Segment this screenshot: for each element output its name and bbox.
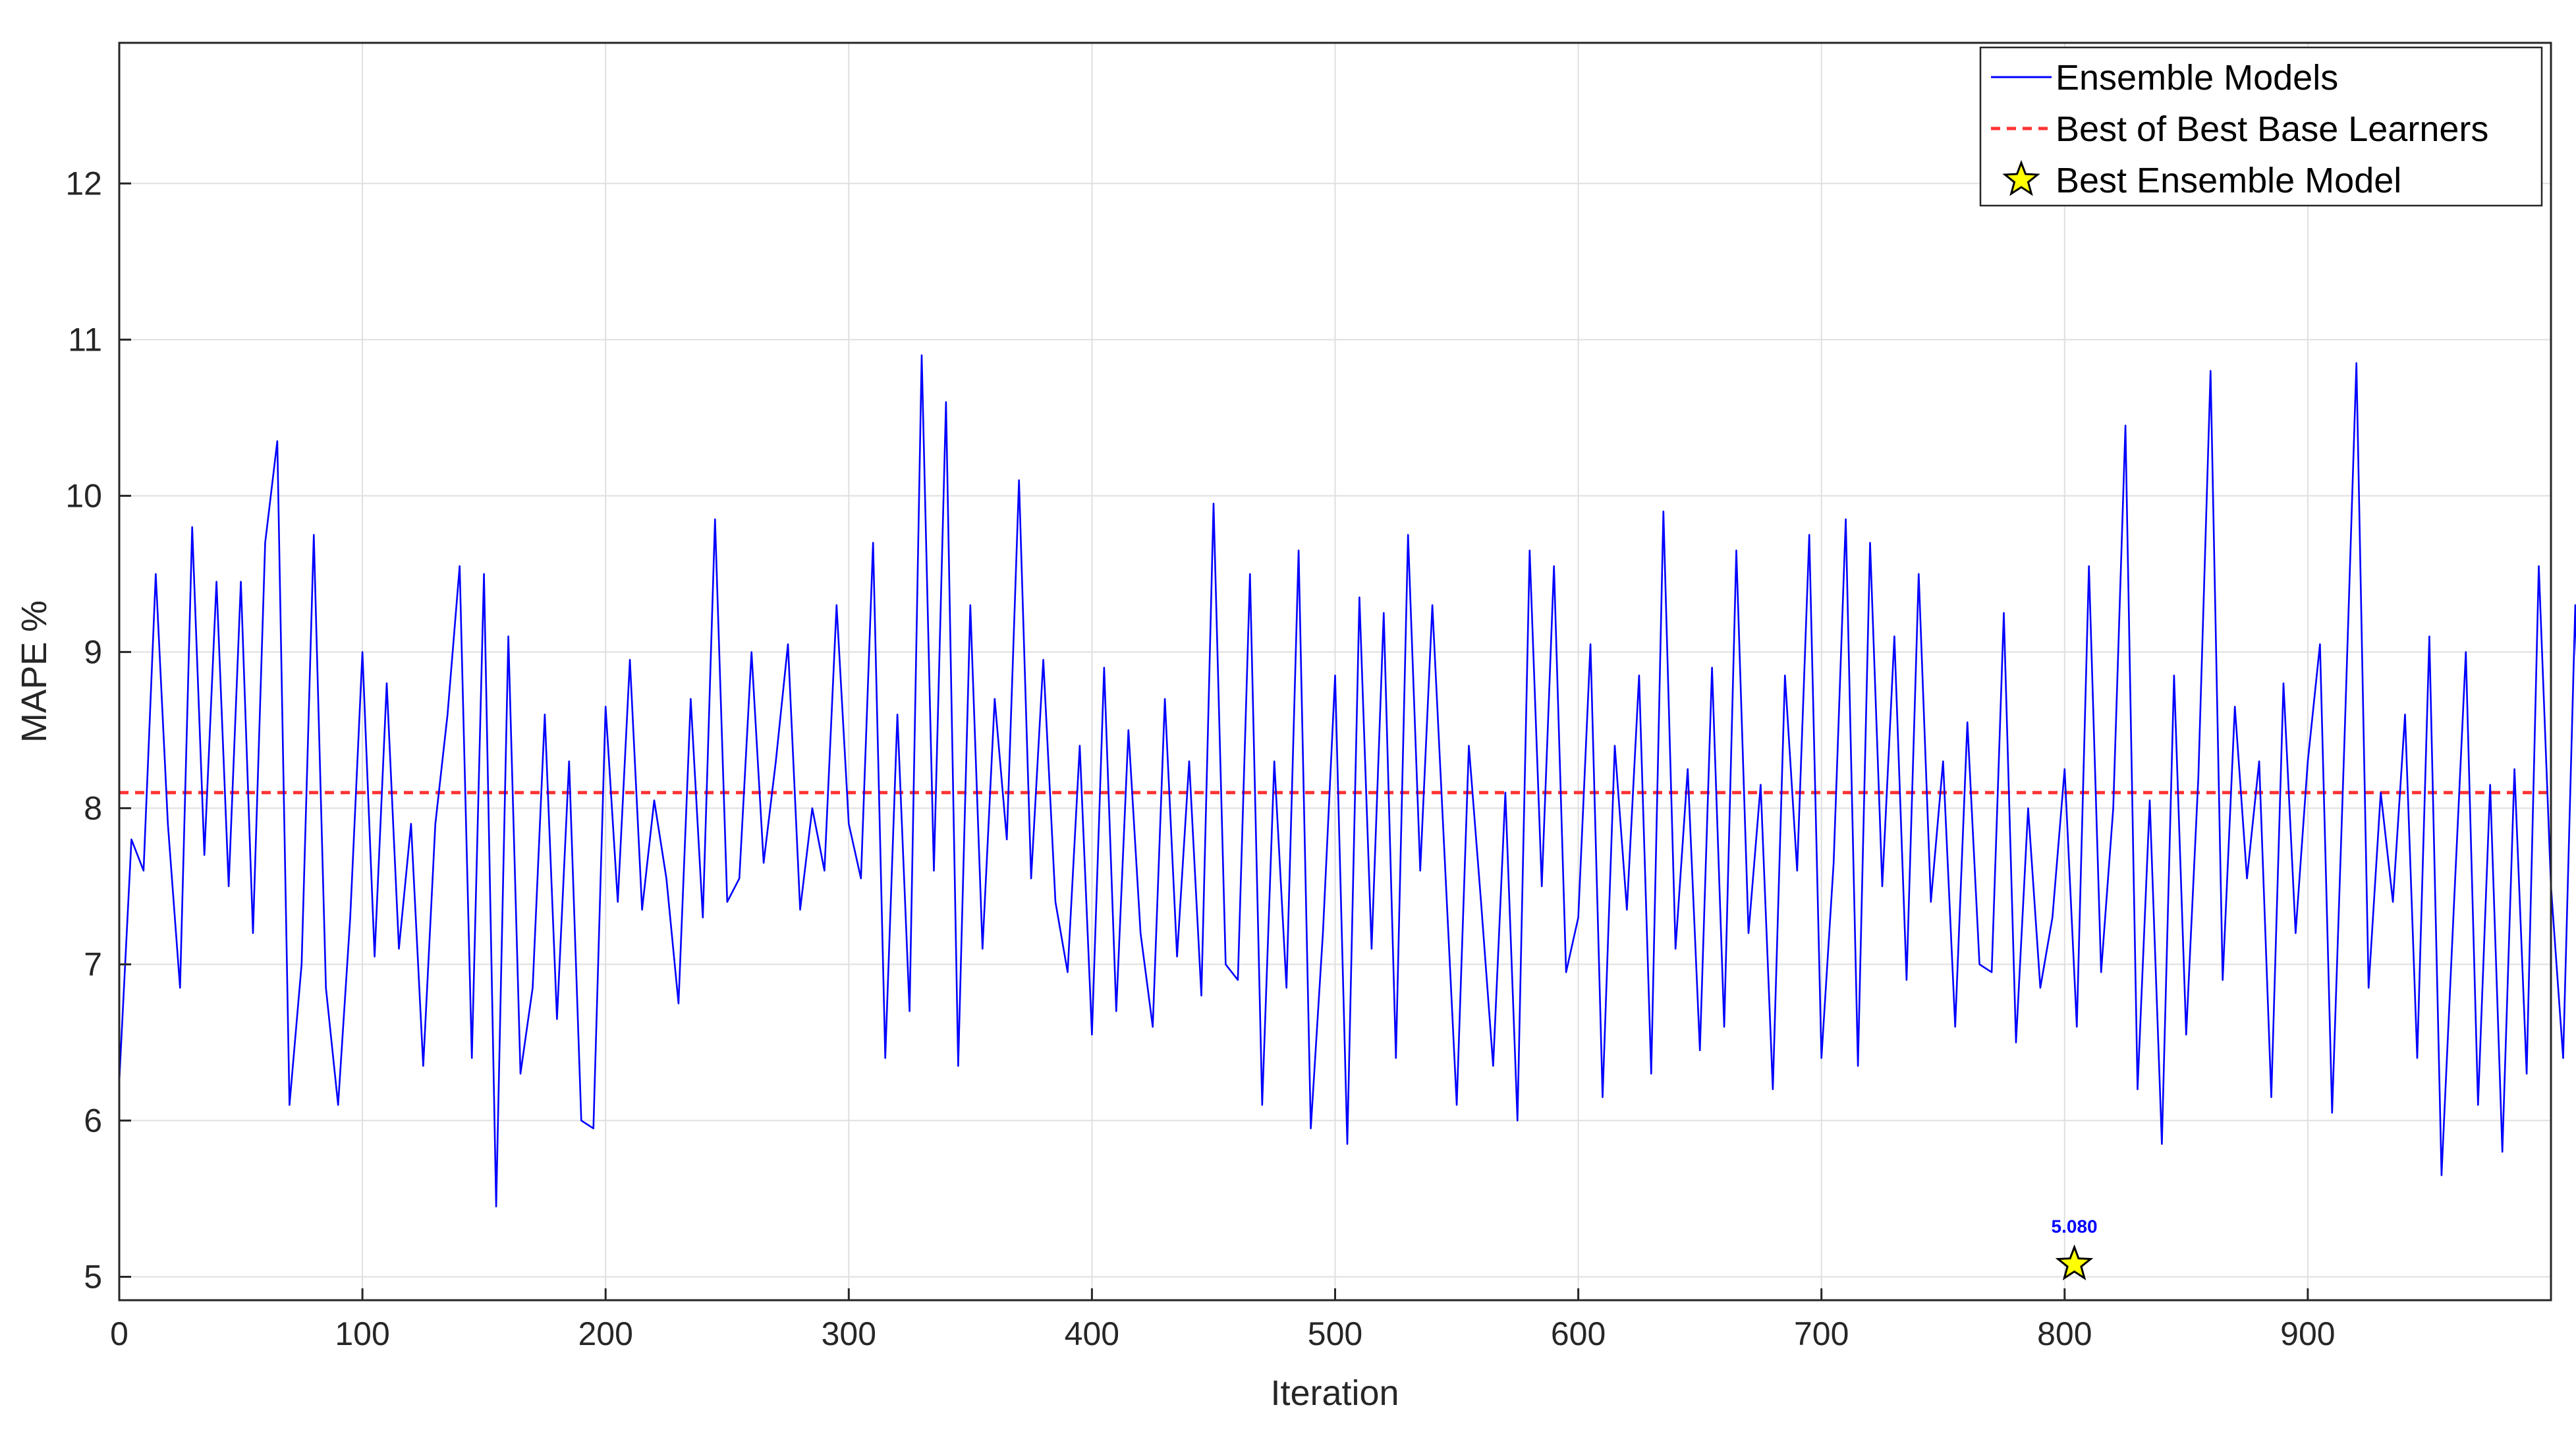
grid (119, 43, 2551, 1300)
x-tick-label: 400 (1065, 1315, 1119, 1352)
y-tick-label: 10 (65, 477, 102, 514)
y-tick-label: 6 (84, 1102, 102, 1139)
legend-box (1979, 46, 2543, 207)
y-axis-title: MAPE % (14, 600, 54, 743)
x-tick-label: 700 (1794, 1315, 1849, 1352)
ticks: 0 100 200 300 400 500 600 700 800 900 5 6 7 8 9 10 11 12 (65, 165, 2335, 1352)
x-tick-label: 500 (1308, 1315, 1362, 1352)
x-axis-title: Iteration (1270, 1373, 1399, 1413)
y-tick-label: 8 (84, 789, 102, 826)
y-tick-label: 11 (68, 321, 102, 358)
best-ensemble-group: 5.080 (2052, 1216, 2098, 1280)
legend-baseline-label: Best of Best Base Learners (2056, 109, 2488, 149)
legend-star-icon (2002, 159, 2040, 196)
x-tick-label: 800 (2037, 1315, 2092, 1352)
best-ensemble-annotation: 5.080 (2052, 1216, 2098, 1236)
x-tick-label: 900 (2280, 1315, 2335, 1352)
ensemble-line (118, 354, 2576, 1208)
legend-ensemble-label: Ensemble Models (2056, 58, 2338, 98)
x-tick-label: 300 (822, 1315, 876, 1352)
y-tick-label: 5 (84, 1258, 102, 1295)
y-tick-label: 7 (84, 946, 102, 983)
y-tick-label: 9 (84, 633, 102, 670)
x-tick-label: 600 (1551, 1315, 1606, 1352)
x-tick-label: 0 (110, 1315, 128, 1352)
x-tick-label: 100 (335, 1315, 389, 1352)
x-tick-label: 200 (578, 1315, 632, 1352)
legend-star-label: Best Ensemble Model (2056, 161, 2401, 200)
y-tick-label: 12 (65, 165, 102, 202)
best-ensemble-star (2055, 1244, 2094, 1280)
legend: Ensemble Models Best of Best Base Learne… (1979, 46, 2543, 207)
